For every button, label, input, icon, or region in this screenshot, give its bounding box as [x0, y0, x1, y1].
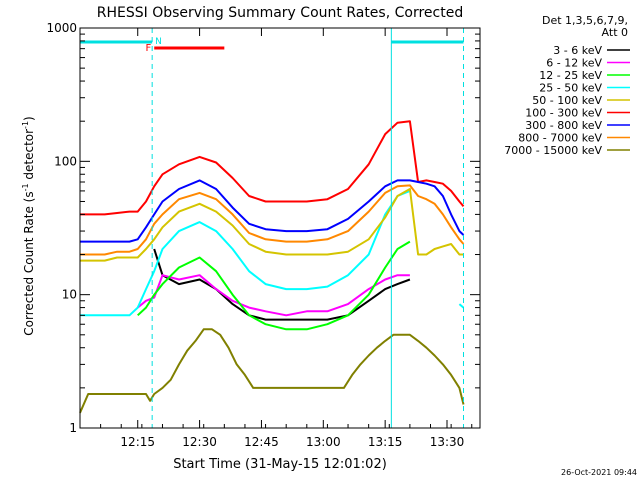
- series-line-3-6: [153, 248, 411, 321]
- x-axis-label: Start Time (31-May-15 12:01:02): [173, 457, 387, 472]
- x-tick-label-13:15: 13:15: [368, 435, 403, 449]
- x-tick-label-12:45: 12:45: [244, 435, 279, 449]
- y-axis-label-end: ): [22, 116, 36, 121]
- axes: 12:15 12:30 12:45 13:00 13:15 13:30 1 10 100 1000: [46, 21, 480, 449]
- y-axis-label-sup: -1: [21, 183, 30, 191]
- legend-label-3-6: 3 - 6 keV: [553, 44, 602, 57]
- timestamp: 26-Oct-2021 09:44: [561, 468, 637, 477]
- legend-header-1: Att 0: [602, 26, 628, 39]
- legend-header-0: Det 1,3,5,6,7,9,: [542, 14, 628, 27]
- y-tick-label-1000: 1000: [46, 21, 77, 35]
- legend-label-25-50: 25 - 50 keV: [539, 82, 602, 95]
- y-axis-label-sup2: -1: [21, 121, 30, 129]
- x-tick-label-12:30: 12:30: [182, 435, 217, 449]
- x-tick-label-13:30: 13:30: [430, 435, 465, 449]
- plot-frame: [79, 27, 481, 429]
- legend-label-12-25: 12 - 25 keV: [539, 69, 602, 82]
- night-flag-label: N: [155, 37, 162, 47]
- y-axis-label-main: Corrected Count Rate (s: [22, 191, 36, 335]
- series-line-800-7000: [80, 184, 465, 256]
- x-tick-label-13:00: 13:00: [306, 435, 341, 449]
- legend-label-100-300: 100 - 300 keV: [525, 107, 602, 120]
- series-line-300-800: [80, 179, 465, 243]
- y-tick-label-10: 10: [62, 288, 77, 302]
- legend-label-300-800: 300 - 800 keV: [525, 119, 602, 132]
- flare-flag-label: F: [145, 43, 151, 54]
- series-line-12-25: [137, 240, 411, 331]
- series-line-7000-15000: [79, 328, 465, 414]
- series-line-100-300: [80, 120, 465, 216]
- legend-label-7000-15000: 7000 - 15000 keV: [504, 144, 602, 157]
- y-axis-label: Corrected Count Rate (s-1 detector-1): [21, 116, 36, 335]
- x-tick-label-12:15: 12:15: [120, 435, 155, 449]
- chart-title: RHESSI Observing Summary Count Rates, Co…: [97, 5, 463, 21]
- plot-area: FN: [79, 28, 465, 428]
- series-line-25-50-seg1: [458, 303, 465, 309]
- series-line-6-12: [137, 274, 410, 317]
- y-tick-label-1: 1: [69, 421, 77, 435]
- legend-label-800-7000: 800 - 7000 keV: [518, 132, 602, 145]
- legend-label-6-12: 6 - 12 keV: [546, 57, 602, 70]
- series-line-25-50-seg0: [80, 189, 411, 317]
- legend-label-50-100: 50 - 100 keV: [532, 94, 602, 107]
- y-tick-label-100: 100: [54, 154, 77, 168]
- series-line-50-100: [80, 188, 464, 262]
- y-axis-label-tail: detector: [22, 129, 36, 184]
